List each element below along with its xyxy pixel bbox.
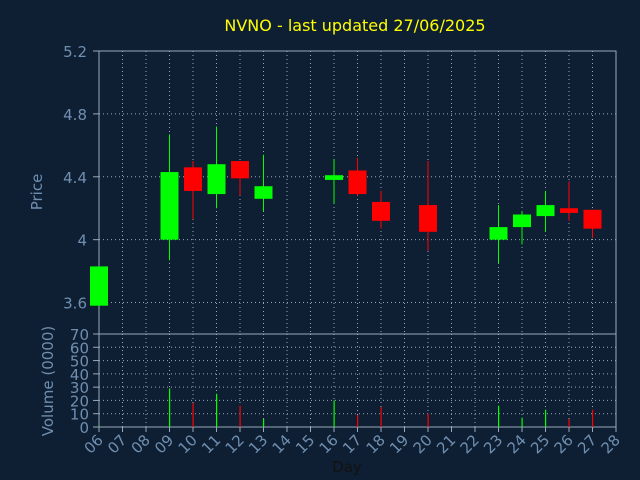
x-tick-label: 26 [551, 431, 577, 457]
volume-bar [263, 419, 265, 427]
volume-axis-label: Volume (0000) [39, 326, 57, 436]
x-tick-label: 16 [316, 431, 342, 457]
candle-body [160, 172, 179, 240]
price-panel: 3.6 4 4.4 4.8 5.2 [63, 43, 617, 335]
price-tick-label: 4.4 [63, 169, 87, 187]
candle-body [372, 201, 390, 221]
price-tick-label: 4.8 [63, 106, 87, 124]
price-tick-label: 5.2 [63, 43, 87, 61]
price-axis-label: Price [28, 174, 46, 211]
x-tick-label: 15 [292, 431, 318, 457]
candle-body [184, 167, 202, 191]
candle-body [489, 227, 508, 240]
volume-bar [192, 403, 194, 427]
volume-bar [239, 405, 241, 427]
x-tick-label: 17 [339, 431, 365, 457]
x-tick-label: 14 [269, 431, 295, 457]
volume-tick-label: 20 [70, 392, 89, 410]
x-tick-label: 20 [410, 431, 436, 457]
volume-bar [592, 409, 594, 427]
volume-tick-label: 10 [70, 406, 89, 424]
volume-tick-label: 60 [70, 339, 89, 357]
x-tick-label: 09 [151, 431, 177, 457]
x-tick-label: 25 [527, 431, 553, 457]
candle-body [583, 209, 602, 229]
price-tick-label: 3.6 [63, 295, 87, 313]
x-tick-label: 08 [128, 431, 154, 457]
x-tick-label: 10 [175, 431, 201, 457]
volume-bar [357, 415, 359, 427]
volume-plot-frame [98, 333, 617, 428]
x-tick-label: 07 [104, 431, 130, 457]
x-tick-label: 11 [198, 431, 224, 457]
candle-body [90, 266, 108, 306]
volume-bar [427, 413, 429, 427]
chart-title: NVNO - last updated 27/06/2025 [224, 16, 485, 35]
x-tick-label: 27 [574, 431, 600, 457]
candle-body [513, 214, 531, 228]
volume-tick-label: 50 [70, 353, 89, 371]
candle-body [325, 175, 343, 180]
volume-bar [333, 400, 335, 427]
x-tick-label: 24 [504, 431, 530, 457]
x-tick-label: 12 [222, 431, 248, 457]
volume-bar [169, 388, 171, 427]
volume-panel: 0102030405060700607080910111213141516171… [70, 326, 624, 457]
volume-bar [98, 426, 100, 427]
candle-body [419, 205, 437, 232]
x-axis-label: Day [332, 458, 362, 476]
volume-bar [498, 405, 500, 427]
x-tick-label: 21 [433, 431, 459, 457]
volume-bar [216, 393, 218, 427]
x-tick-label: 18 [363, 431, 389, 457]
volume-tick-label: 0 [79, 419, 89, 437]
x-tick-label: 19 [386, 431, 412, 457]
price-tick-label: 4 [77, 232, 87, 250]
candle-body [560, 208, 578, 213]
x-tick-label: 13 [245, 431, 271, 457]
x-tick-label: 23 [480, 431, 506, 457]
candle-body [231, 161, 249, 179]
volume-tick-label: 70 [70, 326, 89, 344]
candle-body [536, 205, 555, 217]
candle-body [207, 164, 226, 195]
volume-bar [568, 419, 570, 427]
x-tick-label: 22 [457, 431, 483, 457]
candle-body [254, 186, 273, 199]
volume-tick-label: 30 [70, 379, 89, 397]
volume-tick-label: 40 [70, 366, 89, 384]
x-tick-label: 28 [598, 431, 624, 457]
volume-bar [380, 407, 382, 427]
volume-bar [545, 409, 547, 427]
candle-body [348, 170, 367, 195]
volume-bar [521, 417, 523, 427]
